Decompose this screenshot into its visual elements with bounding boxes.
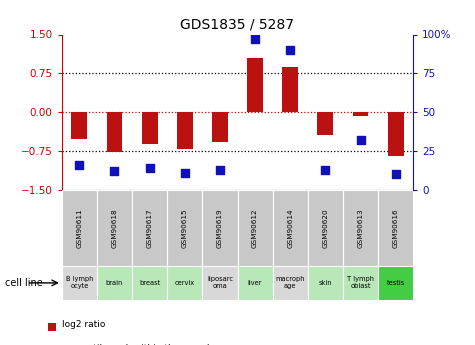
Text: cell line: cell line — [5, 278, 42, 288]
Text: GSM90612: GSM90612 — [252, 208, 258, 247]
Bar — [177, 112, 193, 149]
Bar — [343, 266, 378, 300]
Text: T lymph
oblast: T lymph oblast — [347, 276, 374, 289]
Point — [216, 167, 224, 172]
Text: GSM90615: GSM90615 — [182, 208, 188, 247]
Bar — [202, 190, 238, 266]
Text: GSM90611: GSM90611 — [76, 208, 82, 247]
Point — [146, 165, 153, 171]
Title: GDS1835 / 5287: GDS1835 / 5287 — [180, 18, 294, 32]
Bar — [71, 112, 87, 139]
Bar — [317, 112, 333, 135]
Text: brain: brain — [106, 280, 123, 286]
Text: GSM90617: GSM90617 — [147, 208, 152, 247]
Bar — [202, 266, 238, 300]
Bar — [62, 266, 97, 300]
Bar — [97, 266, 132, 300]
Bar — [106, 112, 123, 152]
Bar — [308, 190, 343, 266]
Bar — [343, 190, 378, 266]
Bar — [247, 58, 263, 112]
Text: macroph
age: macroph age — [276, 276, 305, 289]
Text: GSM90613: GSM90613 — [358, 208, 363, 247]
Bar — [62, 190, 97, 266]
Point — [251, 37, 259, 42]
Bar — [378, 266, 413, 300]
Bar — [273, 190, 308, 266]
Bar — [132, 190, 167, 266]
Bar — [308, 266, 343, 300]
Text: skin: skin — [319, 280, 332, 286]
Point — [286, 47, 294, 53]
Bar — [167, 266, 202, 300]
Bar — [212, 112, 228, 142]
Bar — [352, 112, 369, 116]
Text: B lymph
ocyte: B lymph ocyte — [66, 276, 93, 289]
Bar — [142, 112, 158, 144]
Text: GSM90614: GSM90614 — [287, 208, 293, 247]
Bar — [378, 190, 413, 266]
Point — [392, 171, 399, 177]
Text: testis: testis — [387, 280, 405, 286]
Point — [357, 137, 364, 143]
Bar — [238, 190, 273, 266]
Text: GSM90618: GSM90618 — [112, 208, 117, 247]
Point — [181, 170, 189, 176]
Point — [322, 167, 329, 172]
Text: GSM90619: GSM90619 — [217, 208, 223, 247]
Text: GSM90620: GSM90620 — [323, 208, 328, 247]
Text: percentile rank within the sample: percentile rank within the sample — [62, 344, 215, 345]
Bar — [282, 67, 298, 112]
Bar — [238, 266, 273, 300]
Point — [111, 168, 118, 174]
Text: breast: breast — [139, 280, 160, 286]
Point — [76, 162, 83, 168]
Text: cervix: cervix — [175, 280, 195, 286]
Bar — [273, 266, 308, 300]
Bar — [132, 266, 167, 300]
Bar — [388, 112, 404, 156]
Text: liver: liver — [248, 280, 262, 286]
Text: GSM90616: GSM90616 — [393, 208, 399, 247]
Bar — [97, 190, 132, 266]
Text: liposarc
oma: liposarc oma — [207, 276, 233, 289]
Text: log2 ratio: log2 ratio — [62, 320, 105, 329]
Bar — [167, 190, 202, 266]
